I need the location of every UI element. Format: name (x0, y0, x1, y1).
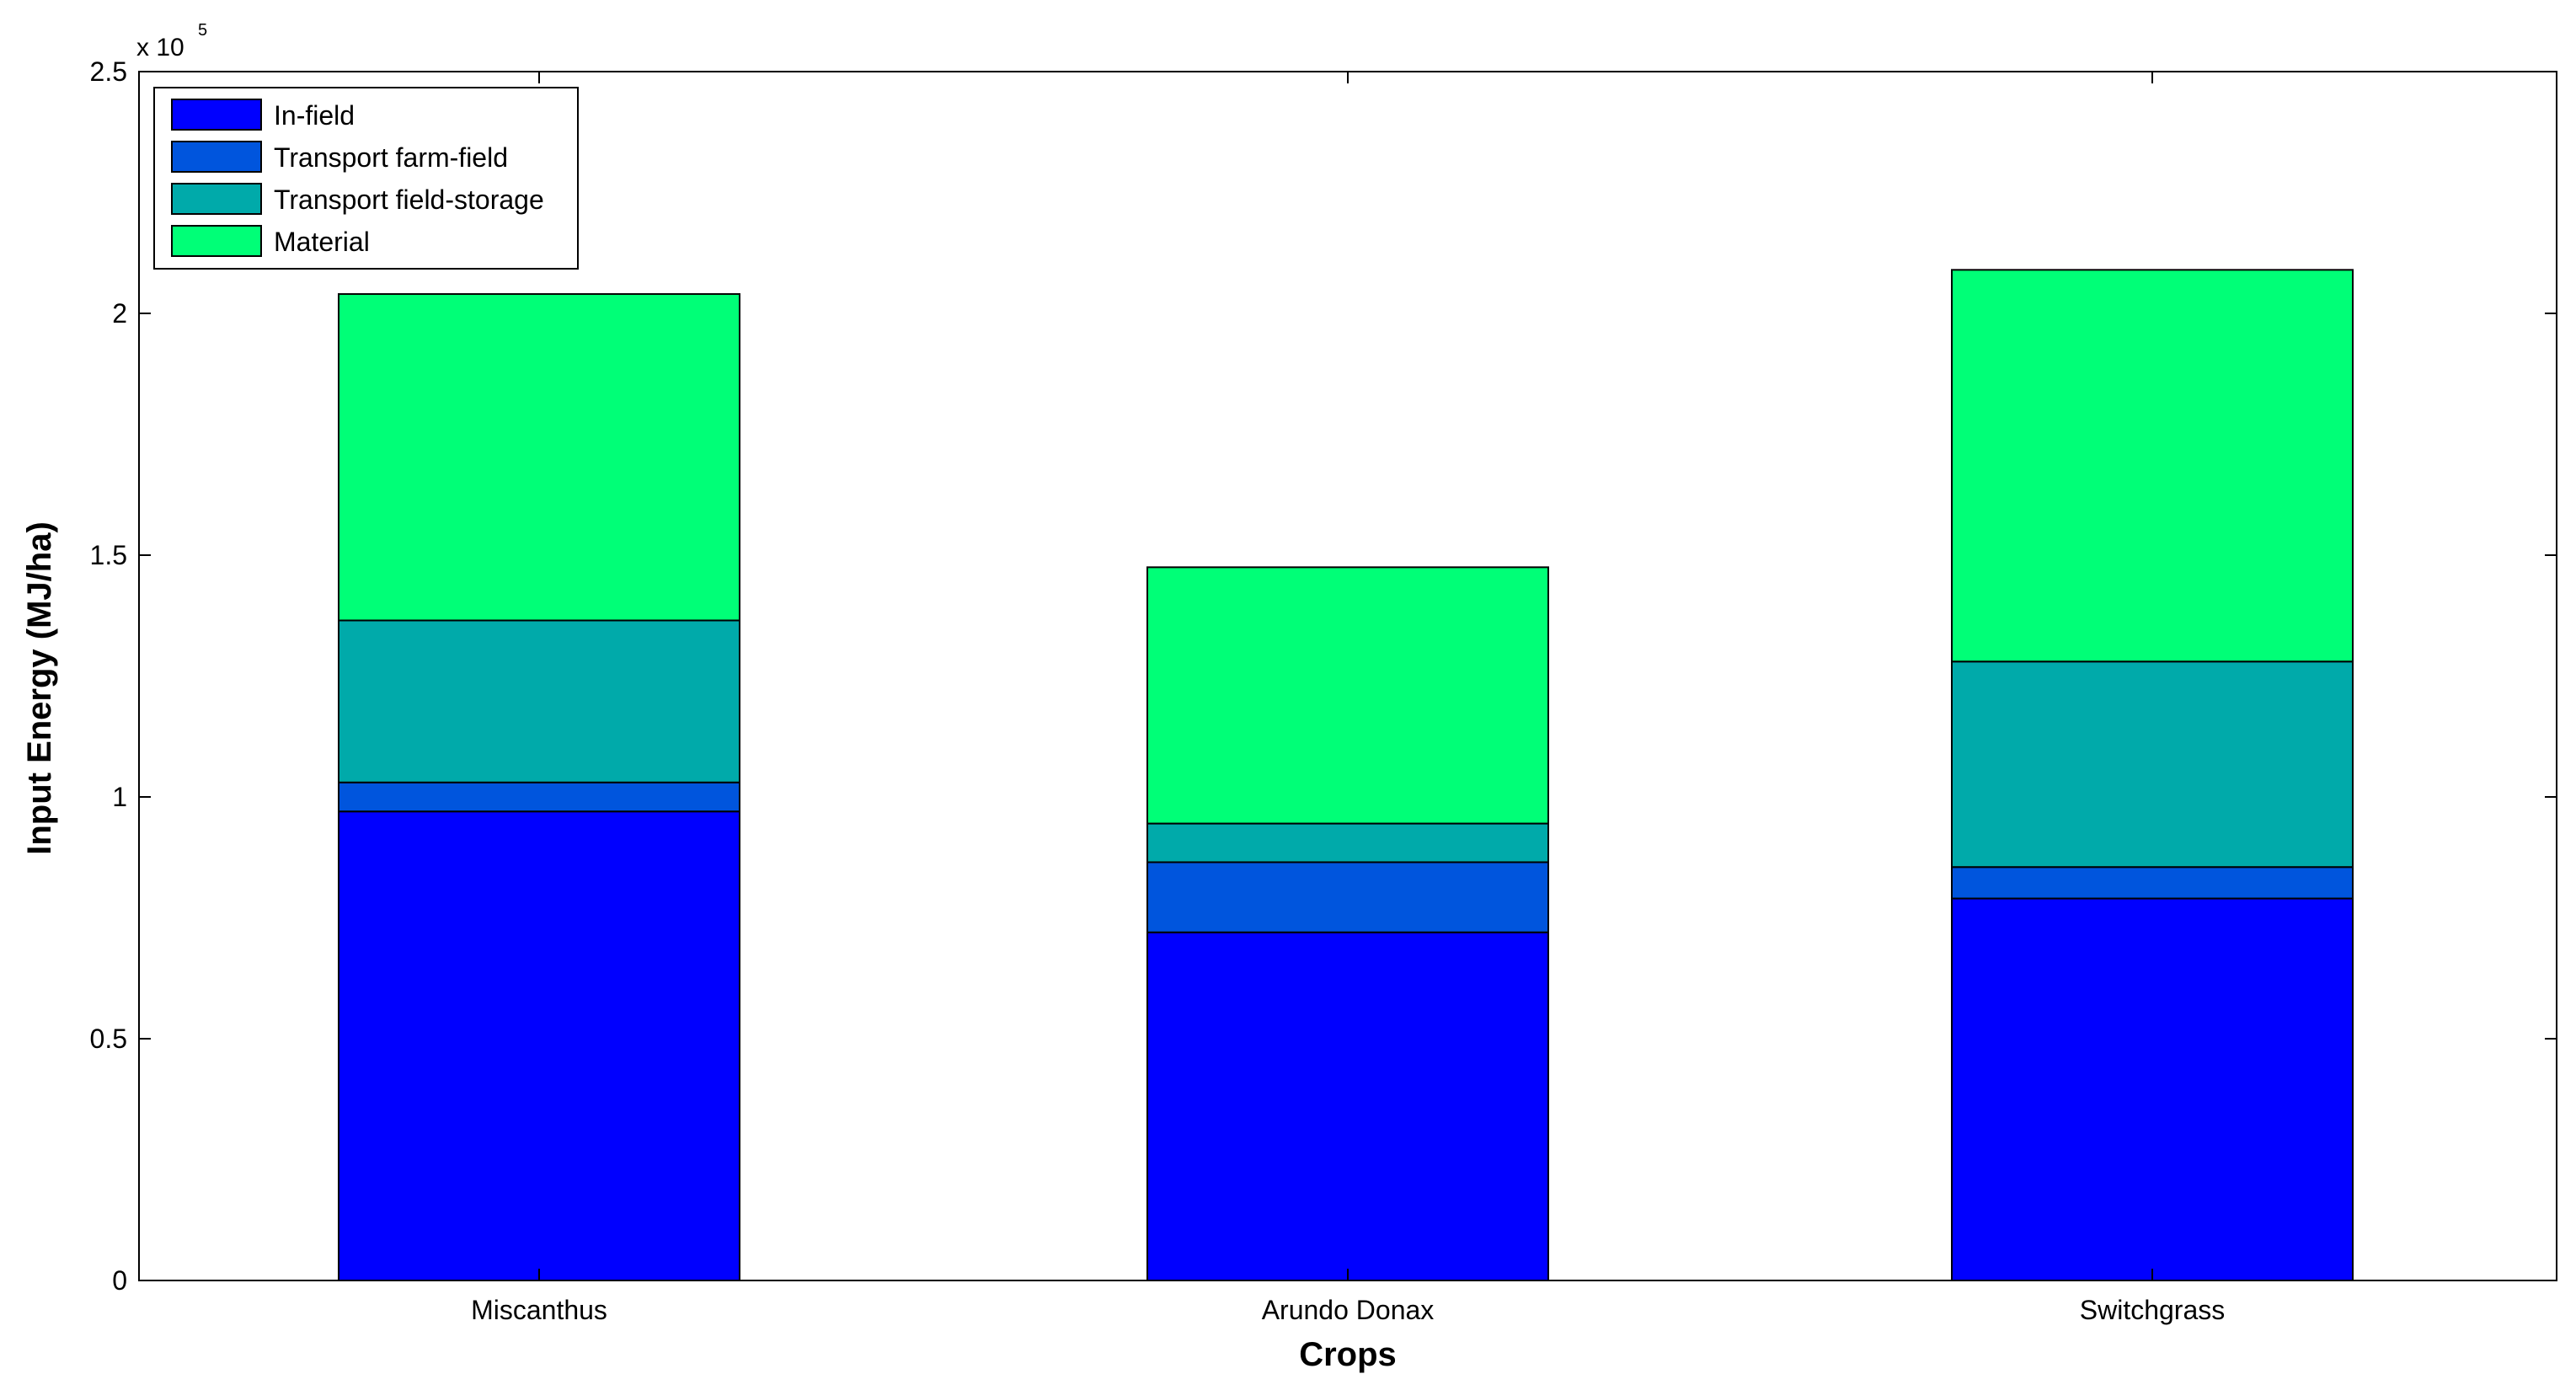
bar-segment-material-arundo-donax (1146, 566, 1549, 825)
bar-segment-transport-field-storage-miscanthus (338, 619, 740, 783)
y-axis-title: Input Energy (MJ/ha) (21, 521, 58, 855)
x-axis-title: Crops (1299, 1336, 1397, 1373)
y-tick-label: 0 (112, 1265, 127, 1296)
legend-swatch-material (171, 225, 262, 257)
bar-segment-transport-farm-field-arundo-donax (1146, 861, 1549, 933)
legend-label: In-field (274, 100, 355, 131)
legend-items: In-field Transport farm-field Transport fi… (171, 99, 544, 257)
x-tick-label: Arundo Donax (1262, 1295, 1435, 1325)
x-tick-label: Miscanthus (471, 1295, 607, 1325)
ticks-layer: Miscanthus Arundo Donax Switchgrass 0 0.5 1 1.… (90, 56, 2557, 1325)
y-tick-label: 1 (112, 782, 127, 812)
legend-swatch-in-field (171, 99, 262, 131)
bar-segment-in-field-switchgrass (1951, 897, 2354, 1282)
bar-segment-in-field-arundo-donax (1146, 931, 1549, 1281)
legend-label: Transport farm-field (274, 142, 508, 173)
y-tick-label: 2.5 (90, 56, 127, 87)
y-multiplier-exponent: 5 (198, 21, 207, 40)
bar-segment-transport-farm-field-switchgrass (1951, 866, 2354, 900)
y-multiplier-label: x 10 (136, 34, 184, 61)
bar-segment-in-field-miscanthus (338, 810, 740, 1281)
legend-label: Material (274, 227, 370, 257)
legend: In-field Transport farm-field Transport fi… (153, 87, 579, 270)
y-tick-label: 1.5 (90, 540, 127, 570)
bar-segment-transport-field-storage-arundo-donax (1146, 822, 1549, 863)
x-tick-label: Switchgrass (2080, 1295, 2226, 1325)
legend-label: Transport field-storage (274, 184, 544, 215)
legend-swatch-transport-field-storage (171, 183, 262, 215)
y-tick-label: 0.5 (90, 1024, 127, 1054)
y-tick-label: 2 (112, 298, 127, 329)
bar-segment-material-miscanthus (338, 293, 740, 622)
bar-segment-transport-farm-field-miscanthus (338, 781, 740, 813)
legend-swatch-transport-farm-field (171, 141, 262, 173)
bar-segment-material-switchgrass (1951, 269, 2354, 663)
bars-layer (338, 269, 2354, 1282)
bar-segment-transport-field-storage-switchgrass (1951, 660, 2354, 869)
